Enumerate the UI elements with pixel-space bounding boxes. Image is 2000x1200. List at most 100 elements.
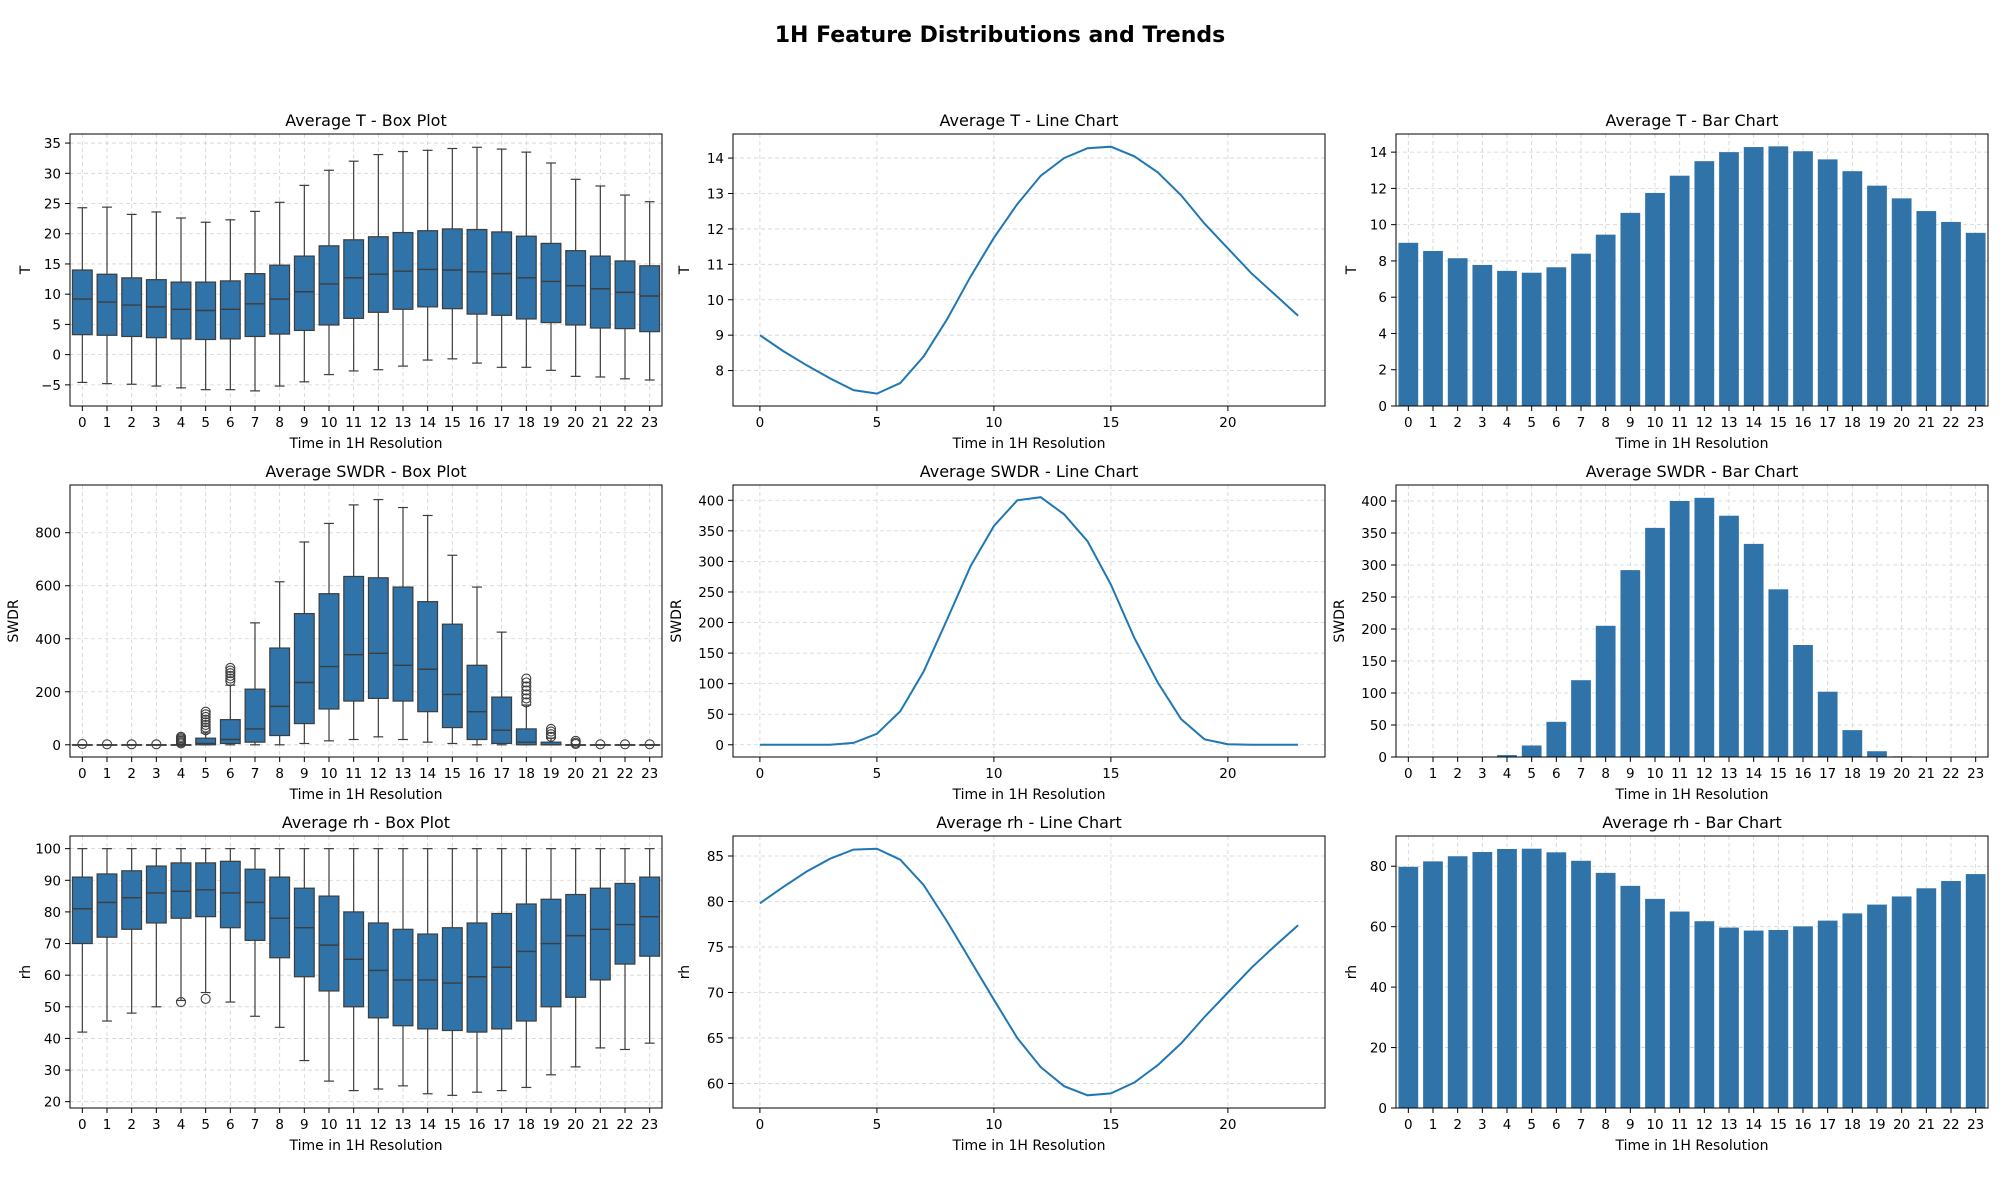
swdr-box-box-6 bbox=[219, 662, 241, 746]
t-box-xtick-label: 2 bbox=[127, 415, 136, 431]
flier-point bbox=[225, 670, 236, 681]
flier-point bbox=[225, 665, 236, 676]
rh-box-box-0 bbox=[71, 848, 93, 1033]
t-bar-xtick-label: 8 bbox=[1601, 415, 1610, 431]
t-line-xtick-label: 5 bbox=[873, 415, 882, 431]
swdr-bar-xtick-label: 0 bbox=[1404, 766, 1413, 782]
rh-bar-xtick-label: 15 bbox=[1770, 1117, 1787, 1133]
rh-bar-xlabel: Time in 1H Resolution bbox=[1615, 1138, 1769, 1154]
rh-box-box-10 bbox=[318, 848, 340, 1082]
box-iqr bbox=[293, 255, 315, 332]
t-box-box-14 bbox=[417, 149, 439, 361]
box-iqr bbox=[343, 239, 365, 319]
box-iqr bbox=[441, 228, 463, 310]
rh-box-xtick-label: 12 bbox=[370, 1117, 387, 1133]
t-bar-xtick-label: 23 bbox=[1967, 415, 1984, 431]
swdr-bar-bar-14 bbox=[1743, 543, 1764, 757]
t-box-box-13 bbox=[392, 150, 414, 367]
t-line-ytick-label: 8 bbox=[715, 364, 724, 380]
rh-line-ytick-label: 70 bbox=[707, 985, 724, 1001]
swdr-line-panel: 0 5 10 15 20050100150200250300350400Average … bbox=[669, 462, 1326, 803]
swdr-bar-xtick-label: 4 bbox=[1503, 766, 1512, 782]
swdr-box-xtick-label: 5 bbox=[201, 766, 210, 782]
box-iqr bbox=[170, 281, 192, 340]
t-bar-title: Average T - Bar Chart bbox=[1606, 111, 1779, 130]
swdr-bar-xtick-label: 16 bbox=[1794, 766, 1811, 782]
swdr-box-xtick-label: 20 bbox=[567, 766, 584, 782]
rh-box-xtick-label: 13 bbox=[394, 1117, 411, 1133]
rh-bar-ytick-label: 40 bbox=[1370, 980, 1387, 996]
rh-bar-bar-21 bbox=[1916, 888, 1937, 1108]
t-bar-ytick-label: 4 bbox=[1378, 326, 1387, 342]
rh-box-xlabel: Time in 1H Resolution bbox=[289, 1138, 443, 1154]
box-iqr bbox=[417, 933, 439, 1030]
t-bar-bar-14 bbox=[1743, 147, 1764, 406]
swdr-box-box-4 bbox=[170, 731, 192, 749]
swdr-box-box-1 bbox=[96, 739, 118, 750]
flier-point bbox=[200, 714, 211, 725]
rh-line-title: Average rh - Line Chart bbox=[936, 813, 1122, 832]
t-line-series-line bbox=[759, 145, 1299, 395]
t-bar-bar-12 bbox=[1694, 161, 1715, 406]
swdr-bar-ytick-label: 300 bbox=[1361, 558, 1387, 574]
t-box-xtick-label: 6 bbox=[226, 415, 235, 431]
rh-bar-ylabel: rh bbox=[1344, 965, 1360, 979]
t-box-ytick-label: 5 bbox=[52, 317, 61, 333]
box-iqr bbox=[269, 876, 291, 959]
rh-bar-bar-16 bbox=[1793, 926, 1813, 1108]
rh-bar-panel: 0 1 2 3 4 5 6 7 8 9 10 11 12 13 14 15 16 17 18 19 20 21 22 2302… bbox=[1344, 813, 1989, 1154]
rh-box-xtick-label: 11 bbox=[345, 1117, 362, 1133]
t-bar-bar-13 bbox=[1719, 152, 1739, 406]
flier-point bbox=[175, 731, 187, 742]
swdr-box-xtick-label: 1 bbox=[103, 766, 112, 782]
swdr-line-ytick-label: 50 bbox=[707, 707, 724, 723]
rh-box-xtick-label: 21 bbox=[592, 1117, 609, 1133]
rh-box-ytick-label: 90 bbox=[44, 873, 61, 889]
box-iqr bbox=[614, 882, 636, 965]
t-box-box-20 bbox=[565, 178, 587, 377]
t-box-xtick-label: 14 bbox=[419, 415, 436, 431]
swdr-line-xtick-label: 10 bbox=[985, 766, 1002, 782]
rh-line-ytick-label: 75 bbox=[707, 940, 724, 956]
t-bar-bar-22 bbox=[1941, 221, 1961, 406]
swdr-box-box-20 bbox=[565, 735, 587, 750]
flier-point bbox=[175, 996, 187, 1008]
t-box-ytick-label: 10 bbox=[44, 287, 61, 303]
t-box-xtick-label: 23 bbox=[641, 415, 658, 431]
t-box-xtick-label: 8 bbox=[275, 415, 284, 431]
flier-point bbox=[619, 739, 631, 750]
swdr-bar-xlabel: Time in 1H Resolution bbox=[1615, 787, 1769, 803]
t-bar-xtick-label: 10 bbox=[1646, 415, 1663, 431]
swdr-line-ytick-label: 100 bbox=[698, 677, 724, 693]
t-box-xtick-label: 22 bbox=[616, 415, 633, 431]
swdr-box-xtick-label: 7 bbox=[251, 766, 260, 782]
t-line-ytick-label: 9 bbox=[715, 328, 724, 344]
rh-box-xtick-label: 8 bbox=[275, 1117, 284, 1133]
rh-line-xtick-label: 10 bbox=[985, 1117, 1002, 1133]
rh-line-xtick-label: 0 bbox=[756, 1117, 765, 1133]
flier-point bbox=[545, 731, 557, 742]
rh-box-xtick-label: 9 bbox=[300, 1117, 309, 1133]
swdr-box-xtick-label: 16 bbox=[468, 766, 485, 782]
box-iqr bbox=[71, 269, 93, 336]
rh-bar-bar-4 bbox=[1497, 848, 1517, 1108]
box-iqr bbox=[318, 245, 340, 326]
rh-bar-bar-15 bbox=[1768, 929, 1789, 1108]
t-bar-bar-16 bbox=[1793, 151, 1813, 406]
t-box-box-22 bbox=[614, 194, 636, 380]
swdr-bar-bar-4 bbox=[1497, 755, 1517, 757]
rh-bar-xtick-label: 2 bbox=[1453, 1117, 1462, 1133]
swdr-bar-xtick-label: 1 bbox=[1429, 766, 1438, 782]
box-iqr bbox=[639, 265, 661, 333]
flier-point bbox=[570, 735, 581, 746]
t-bar-xtick-label: 15 bbox=[1770, 415, 1787, 431]
rh-box-box-11 bbox=[343, 848, 365, 1092]
swdr-bar-xtick-label: 3 bbox=[1478, 766, 1487, 782]
t-line-title: Average T - Line Chart bbox=[940, 111, 1119, 130]
swdr-bar-bar-18 bbox=[1842, 730, 1863, 757]
swdr-bar-xtick-label: 20 bbox=[1893, 766, 1910, 782]
rh-box-ylabel: rh bbox=[18, 965, 34, 979]
flier-point bbox=[200, 722, 211, 733]
swdr-bar-panel: 0 1 2 3 4 5 6 7 8 9 10 11 12 13 14 15 16 17 18 19 20 21 22 2305… bbox=[1332, 462, 1989, 803]
rh-bar-title: Average rh - Bar Chart bbox=[1602, 813, 1782, 832]
